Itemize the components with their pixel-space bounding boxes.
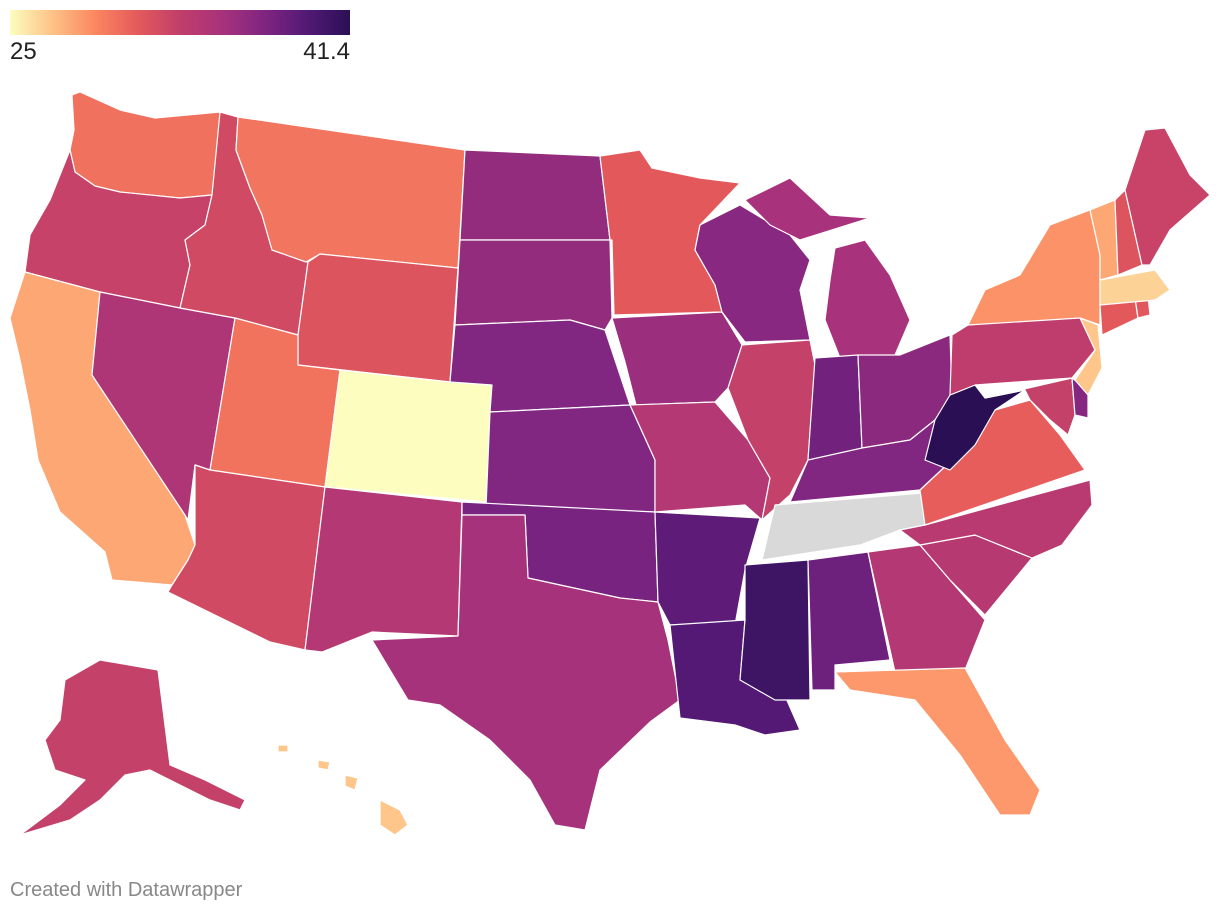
state-arkansas[interactable] (654, 511, 761, 626)
state-florida[interactable] (834, 667, 1041, 816)
legend-color-bar (10, 10, 350, 35)
state-washington[interactable] (69, 91, 221, 199)
state-iowa[interactable] (611, 311, 743, 406)
legend-max-label: 41.4 (303, 38, 350, 65)
state-north-carolina[interactable] (899, 479, 1093, 559)
state-texas[interactable] (371, 514, 681, 831)
state-south-dakota[interactable] (454, 239, 613, 331)
state-hawaii[interactable] (277, 744, 409, 836)
legend-min-label: 25 (10, 38, 37, 65)
credit-line: Created with Datawrapper (10, 879, 243, 901)
state-new-jersey[interactable] (1074, 317, 1103, 396)
us-choropleth-map (9, 91, 1211, 836)
state-north-dakota[interactable] (459, 149, 611, 241)
state-west-virginia[interactable] (924, 384, 1026, 471)
state-maine[interactable] (1124, 127, 1211, 266)
state-massachusetts[interactable] (1099, 269, 1171, 306)
state-new-york[interactable] (967, 209, 1101, 326)
state-colorado[interactable] (324, 369, 493, 503)
state-wyoming[interactable] (297, 253, 459, 383)
state-mississippi[interactable] (739, 559, 811, 701)
state-montana[interactable] (235, 116, 466, 269)
state-kansas[interactable] (485, 404, 656, 513)
state-vermont[interactable] (1089, 199, 1119, 281)
state-alaska[interactable] (19, 659, 246, 836)
state-new-mexico[interactable] (304, 486, 463, 653)
